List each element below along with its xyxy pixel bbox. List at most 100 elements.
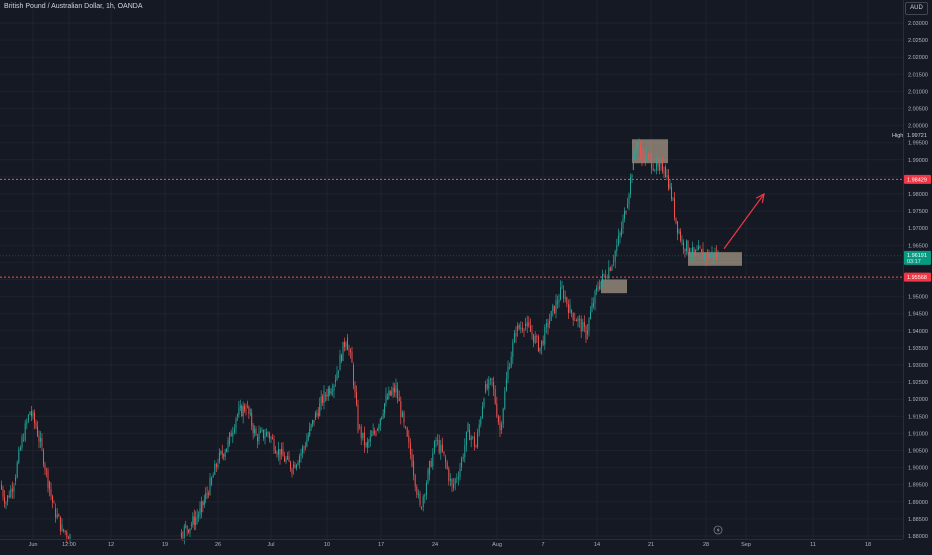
- time-tick-label: 12:00: [62, 542, 76, 548]
- candle: [317, 407, 319, 420]
- candle: [501, 421, 503, 435]
- price-tick-label: 1.94500: [908, 312, 928, 318]
- candle: [669, 179, 671, 190]
- high-marker: High 1.99721: [892, 133, 927, 139]
- candle: [264, 428, 266, 445]
- candle: [470, 435, 472, 448]
- candle: [417, 489, 419, 499]
- candle: [613, 254, 615, 267]
- time-axis[interactable]: Jun 12:00 12 19 26 Jul 10 17 24 Aug 7 14 21 28 Sep 11 18: [0, 525, 903, 548]
- candle: [477, 428, 479, 449]
- candle: [357, 399, 359, 434]
- candle: [472, 436, 474, 440]
- level-layer: [0, 178, 903, 278]
- candle: [381, 416, 383, 421]
- candle: [267, 431, 269, 438]
- candle: [180, 528, 182, 541]
- candle: [614, 249, 616, 269]
- candle: [297, 460, 299, 466]
- candle: [560, 280, 561, 301]
- candle: [512, 338, 514, 364]
- candle: [371, 430, 373, 437]
- price-tick-label: 1.90000: [908, 466, 928, 472]
- candle: [513, 329, 515, 344]
- candle: [354, 381, 356, 399]
- candle: [351, 346, 353, 363]
- candle: [369, 430, 371, 447]
- candle: [689, 247, 690, 257]
- candle: [486, 378, 488, 391]
- candle: [403, 410, 405, 428]
- candle: [575, 318, 577, 322]
- candle: [269, 431, 270, 443]
- candle: [263, 429, 264, 441]
- candle: [203, 494, 205, 509]
- trend-arrow[interactable]: [723, 193, 765, 250]
- candle: [319, 397, 321, 417]
- candle: [332, 383, 334, 397]
- price-tick-label: 1.89500: [908, 483, 928, 489]
- candle: [339, 349, 341, 371]
- time-tick-label: Jul: [267, 542, 274, 548]
- candle: [254, 425, 256, 438]
- candle: [627, 197, 628, 209]
- candle: [638, 138, 640, 151]
- currency-button[interactable]: AUD: [905, 2, 928, 15]
- candle: [185, 520, 187, 529]
- candle: [680, 228, 681, 243]
- price-tick-label: 1.95000: [908, 295, 928, 301]
- candle: [245, 403, 247, 416]
- candle: [188, 529, 190, 534]
- candle: [61, 518, 63, 532]
- candle: [518, 323, 520, 331]
- candle: [232, 426, 234, 443]
- candle: [433, 440, 435, 455]
- candle: [660, 156, 662, 171]
- lightning-bolt-icon[interactable]: [713, 525, 723, 535]
- candle: [326, 389, 328, 401]
- candle: [248, 405, 250, 419]
- zone-box[interactable]: [632, 139, 668, 164]
- candle: [202, 500, 204, 513]
- candle: [365, 441, 367, 449]
- candle: [705, 252, 707, 266]
- candle: [663, 166, 665, 179]
- candle: [313, 420, 315, 427]
- candle: [547, 318, 549, 335]
- candle: [211, 476, 213, 487]
- zone-box[interactable]: [601, 279, 627, 294]
- candle: [236, 413, 238, 422]
- candle: [481, 401, 483, 419]
- candle: [698, 240, 699, 251]
- candle: [385, 387, 387, 407]
- candle: [8, 490, 10, 499]
- candle: [494, 385, 496, 405]
- candle: [462, 453, 464, 462]
- candle: [200, 496, 202, 519]
- candle: [665, 164, 666, 178]
- candle: [593, 297, 594, 309]
- price-tick-label: 2.03000: [908, 21, 928, 27]
- candle: [478, 419, 480, 437]
- candle: [67, 535, 69, 540]
- candle: [580, 315, 582, 339]
- candle: [552, 303, 554, 317]
- price-tick-label: 1.99500: [908, 141, 928, 147]
- candle: [58, 513, 60, 517]
- candle: [281, 442, 282, 460]
- candle: [56, 508, 58, 520]
- candle: [659, 159, 660, 175]
- candle: [441, 437, 443, 453]
- candle: [446, 460, 448, 470]
- candle: [338, 370, 339, 379]
- candle: [713, 253, 714, 264]
- candle: [429, 460, 431, 481]
- candle: [515, 326, 517, 343]
- candle: [66, 529, 68, 543]
- time-tick-label: 28: [703, 542, 709, 548]
- candle: [531, 325, 533, 340]
- candle: [16, 460, 18, 479]
